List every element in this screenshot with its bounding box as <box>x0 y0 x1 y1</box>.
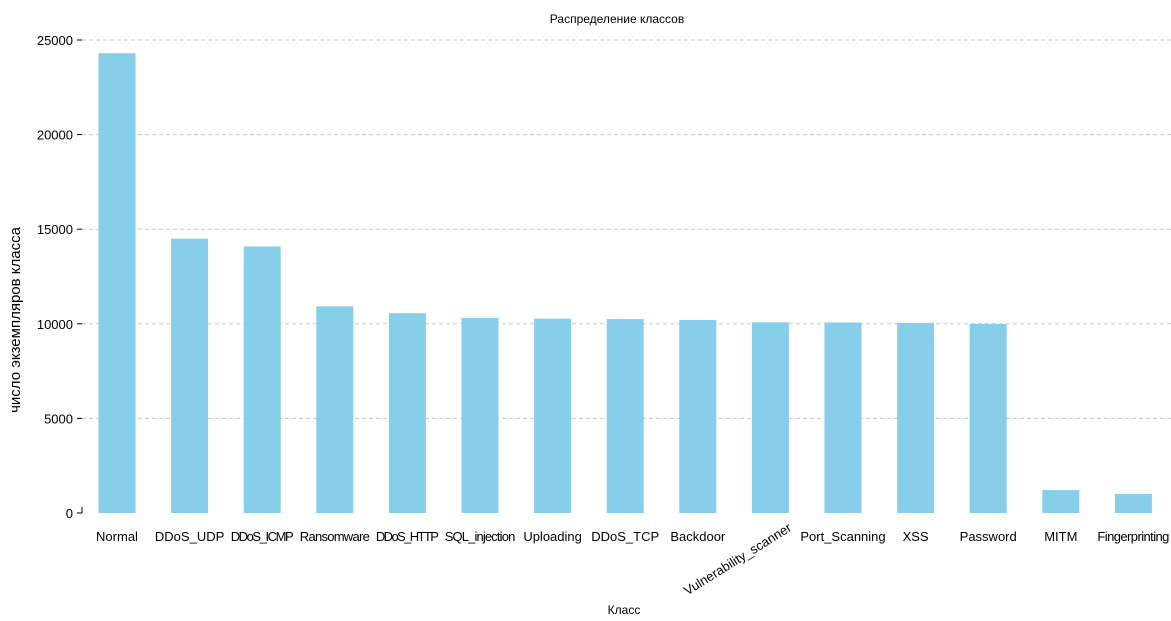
y-axis-label: число экземпляров класса <box>7 226 24 413</box>
bar-ddos-http <box>388 313 426 513</box>
x-tick-label: Uploading <box>523 529 582 544</box>
bar-ddos-icmp <box>243 246 281 513</box>
x-tick-label: DDoS_ICMP <box>231 529 294 544</box>
y-tick-label: 20000 <box>37 128 73 143</box>
bar-vulnerability-scanner <box>751 322 789 513</box>
y-tick-label: 5000 <box>44 411 73 426</box>
bar-ddos-udp <box>171 238 209 513</box>
x-tick-label: Ransomware <box>300 529 370 544</box>
y-tick-label: 15000 <box>37 222 73 237</box>
bar-normal <box>98 53 136 514</box>
bar-backdoor <box>679 320 717 513</box>
bar-sql-injection <box>461 317 499 513</box>
x-tick-label: XSS <box>903 529 929 544</box>
axes <box>77 39 83 514</box>
x-tick-label: DDoS_TCP <box>591 529 659 544</box>
chart-title: Распределение классов <box>550 12 684 26</box>
bar-ddos-tcp <box>606 319 644 513</box>
y-tick-label: 0 <box>66 506 73 521</box>
x-tick-label: Password <box>960 529 1017 544</box>
bar-mitm <box>1042 490 1080 513</box>
bar-fingerprinting <box>1114 494 1152 513</box>
x-tick-label: Port_Scanning <box>800 529 885 544</box>
x-axis-label: Класс <box>608 603 641 617</box>
y-tick-label: 10000 <box>37 317 73 332</box>
x-tick-label: Normal <box>96 529 138 544</box>
bar-uploading <box>534 318 572 513</box>
y-tick-labels: 0 5000 10000 15000 20000 25000 <box>37 33 73 521</box>
x-tick-label: SQL_injection <box>445 529 516 544</box>
x-tick-label: MITM <box>1044 529 1077 544</box>
x-tick-labels: Normal DDoS_UDP DDoS_ICMP Ransomware DDoS_HT… <box>96 519 1169 598</box>
bar-xss <box>897 322 935 513</box>
x-tick-label: Backdoor <box>670 529 726 544</box>
x-tick-label: Fingerprinting <box>1097 529 1169 544</box>
bar-password <box>969 323 1007 513</box>
bars <box>98 53 1152 514</box>
bar-ransomware <box>316 306 354 513</box>
x-tick-label: DDoS_HTTP <box>376 529 439 544</box>
bar-port-scanning <box>824 322 862 513</box>
x-tick-label: DDoS_UDP <box>155 529 224 544</box>
y-tick-label: 25000 <box>37 33 73 48</box>
